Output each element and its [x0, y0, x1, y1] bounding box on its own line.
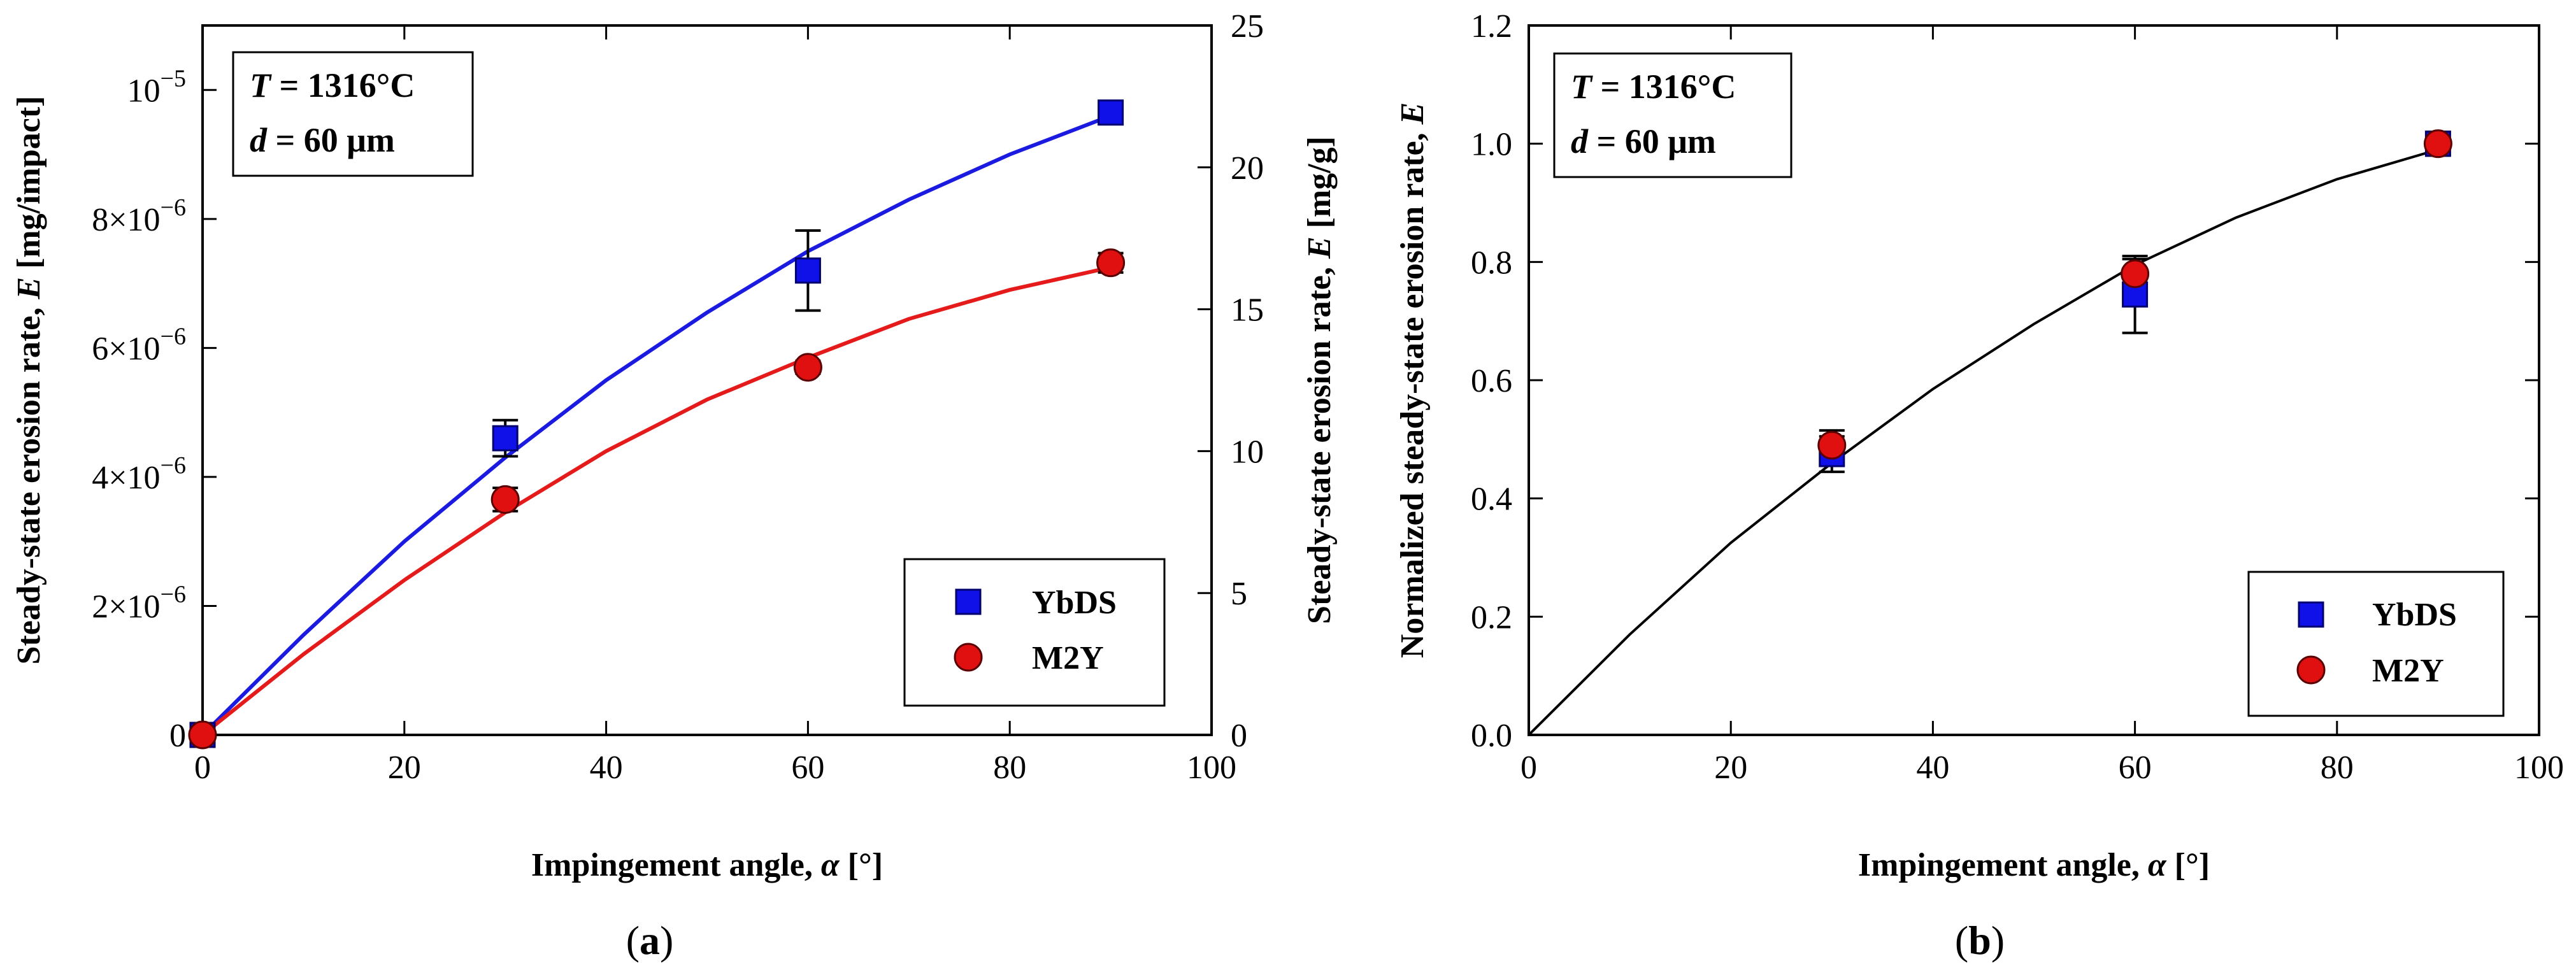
x-tick-label: 60 [791, 750, 824, 786]
y-tick-label: 2×10−6 [92, 581, 186, 625]
legend-m2y-marker-a [954, 643, 983, 672]
panel-b: 0 20 40 60 80 100 0.0 0.2 0.4 0.6 0.8 1.0 1.2 T = 1… [1394, 8, 2564, 963]
x-tick-labels-a: 0 20 40 60 80 100 [194, 750, 1236, 786]
x-tick-label: 0 [194, 750, 211, 786]
markers-b [1817, 129, 2452, 467]
plot-frame-a [201, 24, 1213, 736]
y-axis-label-left-a: Steady-state erosion rate, E [mg/impact] [11, 96, 47, 665]
y-tick-labels-b: 0.0 0.2 0.4 0.6 0.8 1.0 1.2 [1471, 8, 1512, 754]
panel-caption-b: (b) [1955, 918, 2005, 963]
x-tick-label: 100 [2514, 750, 2564, 786]
point-m2y [1096, 248, 1126, 278]
panel-caption-a: (a) [626, 918, 674, 963]
legend-m2y-marker-b [2296, 655, 2326, 685]
legend-frame-b [2247, 571, 2505, 717]
particle-size-label-b: d = 60 μm [1571, 122, 1716, 160]
point-ybds [492, 425, 519, 452]
panel-a: 0 20 40 60 80 100 02×10−64×10−66×10−68×10−610… [11, 8, 1338, 963]
y-tick-label: 0 [169, 718, 186, 754]
y-right-tick-label: 5 [1231, 576, 1247, 612]
y-tick-label: 0.4 [1471, 481, 1512, 518]
x-tick-label: 40 [1916, 750, 1949, 786]
x-tick-label: 80 [2321, 750, 2354, 786]
y-axis-label-b: Normalized steady-state erosion rate, E [1394, 103, 1431, 658]
y-tick-label: 0.2 [1471, 599, 1512, 636]
y-tick-label: 1.2 [1471, 8, 1512, 45]
legend-m2y-label-b: M2Y [2372, 653, 2444, 689]
legend-ybds-marker-a [955, 588, 982, 615]
y-tick-label: 10−5 [127, 65, 186, 109]
y-right-tick-label: 25 [1231, 8, 1264, 45]
temperature-label-a: T = 1316°C [250, 66, 415, 104]
x-tick-label: 20 [1714, 750, 1747, 786]
point-m2y [188, 720, 217, 750]
fit-lines-a [201, 113, 1112, 737]
y-right-tick-label: 10 [1231, 434, 1264, 470]
x-tick-label: 20 [388, 750, 421, 786]
condition-box-a: T = 1316°C d = 60 μm [232, 51, 474, 177]
x-tick-label: 40 [590, 750, 623, 786]
x-tick-label: 0 [1521, 750, 1537, 786]
legend-ybds-label-a: YbDS [1032, 585, 1117, 621]
point-m2y [1817, 431, 1847, 460]
condition-box-frame-b [1553, 52, 1792, 178]
point-m2y [490, 485, 520, 514]
y-tick-label: 1.0 [1471, 127, 1512, 163]
x-tick-label: 100 [1187, 750, 1236, 786]
x-tick-labels-b: 0 20 40 60 80 100 [1521, 750, 2564, 786]
condition-box-b: T = 1316°C d = 60 μm [1553, 52, 1792, 178]
markers-a [188, 99, 1126, 750]
y-tick-label: 4×10−6 [92, 452, 186, 496]
legend-m2y-label-a: M2Y [1032, 640, 1104, 676]
y-right-tick-label: 20 [1231, 150, 1264, 187]
point-ybds [794, 257, 821, 284]
legend-a: YbDS M2Y [903, 558, 1166, 707]
y-right-tick-label: 15 [1231, 292, 1264, 329]
point-m2y [2423, 129, 2452, 159]
x-axis-label-a: Impingement angle, α [°] [531, 847, 883, 883]
condition-box-frame-a [232, 51, 474, 177]
point-m2y [2121, 259, 2150, 288]
fit-line-ybds-fit [201, 113, 1112, 737]
y-tick-label: 0.6 [1471, 363, 1512, 399]
particle-size-label-a: d = 60 μm [250, 121, 395, 159]
y-tick-label: 6×10−6 [92, 323, 186, 367]
y-right-tick-label: 0 [1231, 718, 1247, 754]
legend-frame-a [903, 558, 1166, 707]
fit-lines-b [1528, 148, 2438, 736]
y-tick-label: 0.0 [1471, 718, 1512, 754]
fit-line-fit [1528, 148, 2438, 736]
y-left-tick-labels-a: 0 2×10−6 4×10−6 6×10−6 8×10−6 10−5 [92, 65, 186, 754]
legend-ybds-label-b: YbDS [2372, 597, 2457, 633]
point-m2y [793, 353, 822, 382]
y-right-tick-labels-a: 0 5 10 15 20 25 [1231, 8, 1264, 754]
x-tick-label: 60 [2119, 750, 2152, 786]
error-bars-a [492, 103, 1124, 513]
y-tick-label: 8×10−6 [92, 194, 186, 238]
y-axis-label-right-a: Steady-state erosion rate, E [mg/g] [1301, 136, 1338, 624]
ticks-b [1528, 24, 2540, 736]
temperature-label-b: T = 1316°C [1571, 68, 1736, 106]
x-axis-label-b: Impingement angle, α [°] [1858, 847, 2210, 883]
point-ybds [1098, 99, 1124, 126]
x-tick-label: 80 [993, 750, 1026, 786]
y-tick-label: 0.8 [1471, 245, 1512, 281]
fit-line-m2y-fit [201, 265, 1112, 737]
legend-ybds-marker-b [2298, 601, 2324, 628]
legend-b: YbDS M2Y [2247, 571, 2505, 717]
